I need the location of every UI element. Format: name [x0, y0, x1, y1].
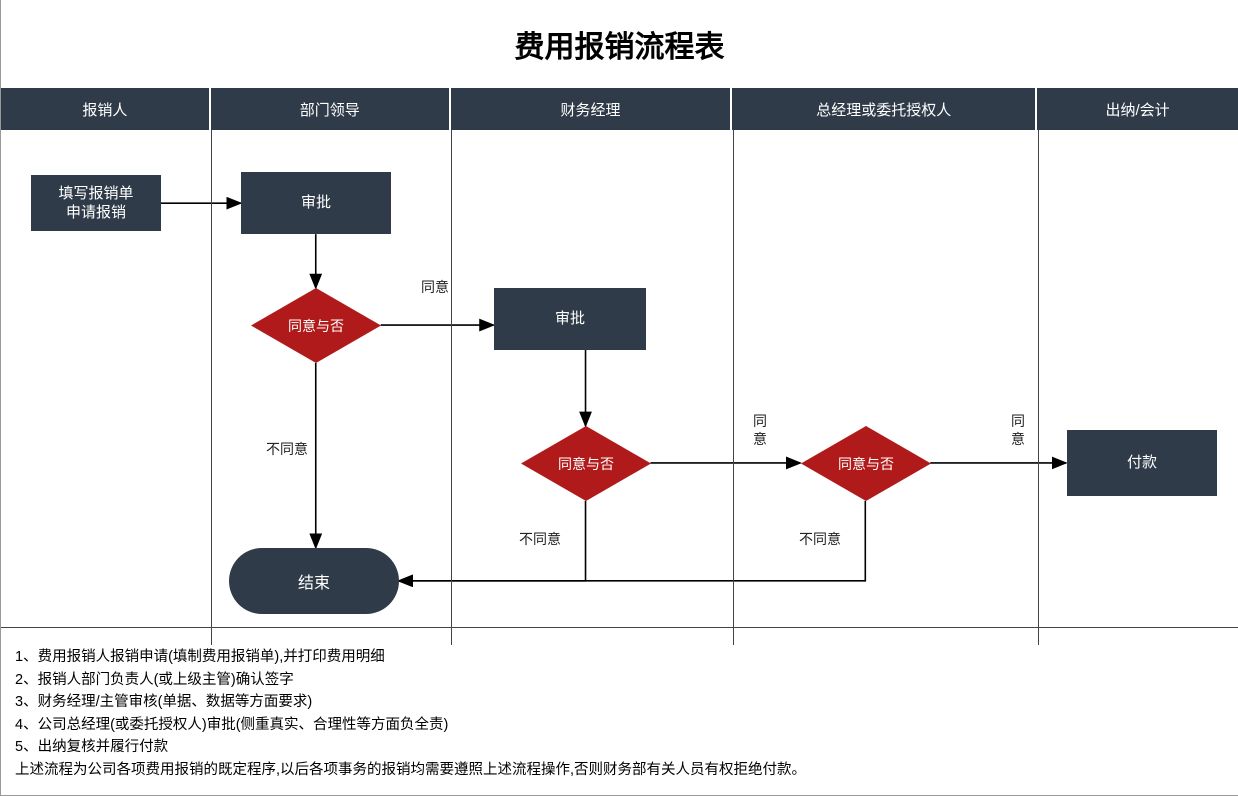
notes-line: 3、财务经理/主管审核(单据、数据等方面要求) — [15, 691, 1224, 713]
lane-header-cashier: 出纳/会计 — [1037, 88, 1238, 130]
lane-divider — [211, 130, 212, 645]
notes-line: 5、出纳复核并履行付款 — [15, 736, 1224, 758]
decision-node-d1: 同意与否 — [251, 288, 381, 363]
edge-label: 不同意 — [519, 530, 561, 548]
edge-label: 不同意 — [266, 440, 308, 458]
notes-line: 1、费用报销人报销申请(填制费用报销单),并打印费用明细 — [15, 646, 1224, 668]
edge-label: 同意 — [421, 278, 449, 296]
notes-line: 2、报销人部门负责人(或上级主管)确认签字 — [15, 669, 1224, 691]
notes-footer: 上述流程为公司各项费用报销的既定程序,以后各项事务的报销均需要遵照上述流程操作,… — [15, 759, 1224, 781]
lane-divider — [451, 130, 452, 645]
lane-divider — [733, 130, 734, 645]
process-node-n3: 审批 — [494, 288, 646, 350]
arrows-layer — [1, 130, 1238, 645]
edge-label: 同意 — [1011, 412, 1025, 448]
edge-d3-t1 — [399, 501, 866, 581]
swimlane-header-row: 报销人部门领导财务经理总经理或委托授权人出纳/会计 — [1, 88, 1238, 130]
edge-label: 不同意 — [799, 530, 841, 548]
decision-node-d2: 同意与否 — [521, 426, 651, 501]
decision-node-d3: 同意与否 — [801, 426, 931, 501]
page-title: 费用报销流程表 — [1, 0, 1238, 88]
notes-line: 4、公司总经理(或委托授权人)审批(侧重真实、合理性等方面负全责) — [15, 714, 1224, 736]
lane-header-gm: 总经理或委托授权人 — [732, 88, 1037, 130]
process-node-n4: 付款 — [1067, 430, 1217, 496]
lane-header-dept_leader: 部门领导 — [211, 88, 451, 130]
edge-label: 同意 — [753, 412, 767, 448]
terminator-node-t1: 结束 — [229, 548, 399, 614]
process-node-n1: 填写报销单申请报销 — [31, 175, 161, 231]
swimlane-body: 填写报销单申请报销审批同意与否审批同意与否同意与否付款结束同意不同意同意不同意同… — [1, 130, 1238, 645]
process-node-n2: 审批 — [241, 172, 391, 234]
lane-header-applicant: 报销人 — [1, 88, 211, 130]
lane-header-finance_mgr: 财务经理 — [451, 88, 733, 130]
notes-lines: 1、费用报销人报销申请(填制费用报销单),并打印费用明细2、报销人部门负责人(或… — [15, 646, 1224, 758]
lane-divider — [1038, 130, 1039, 645]
notes-section: 1、费用报销人报销申请(填制费用报销单),并打印费用明细2、报销人部门负责人(或… — [1, 627, 1238, 795]
flowchart-container: 费用报销流程表 报销人部门领导财务经理总经理或委托授权人出纳/会计 填写报销单申… — [0, 0, 1238, 796]
